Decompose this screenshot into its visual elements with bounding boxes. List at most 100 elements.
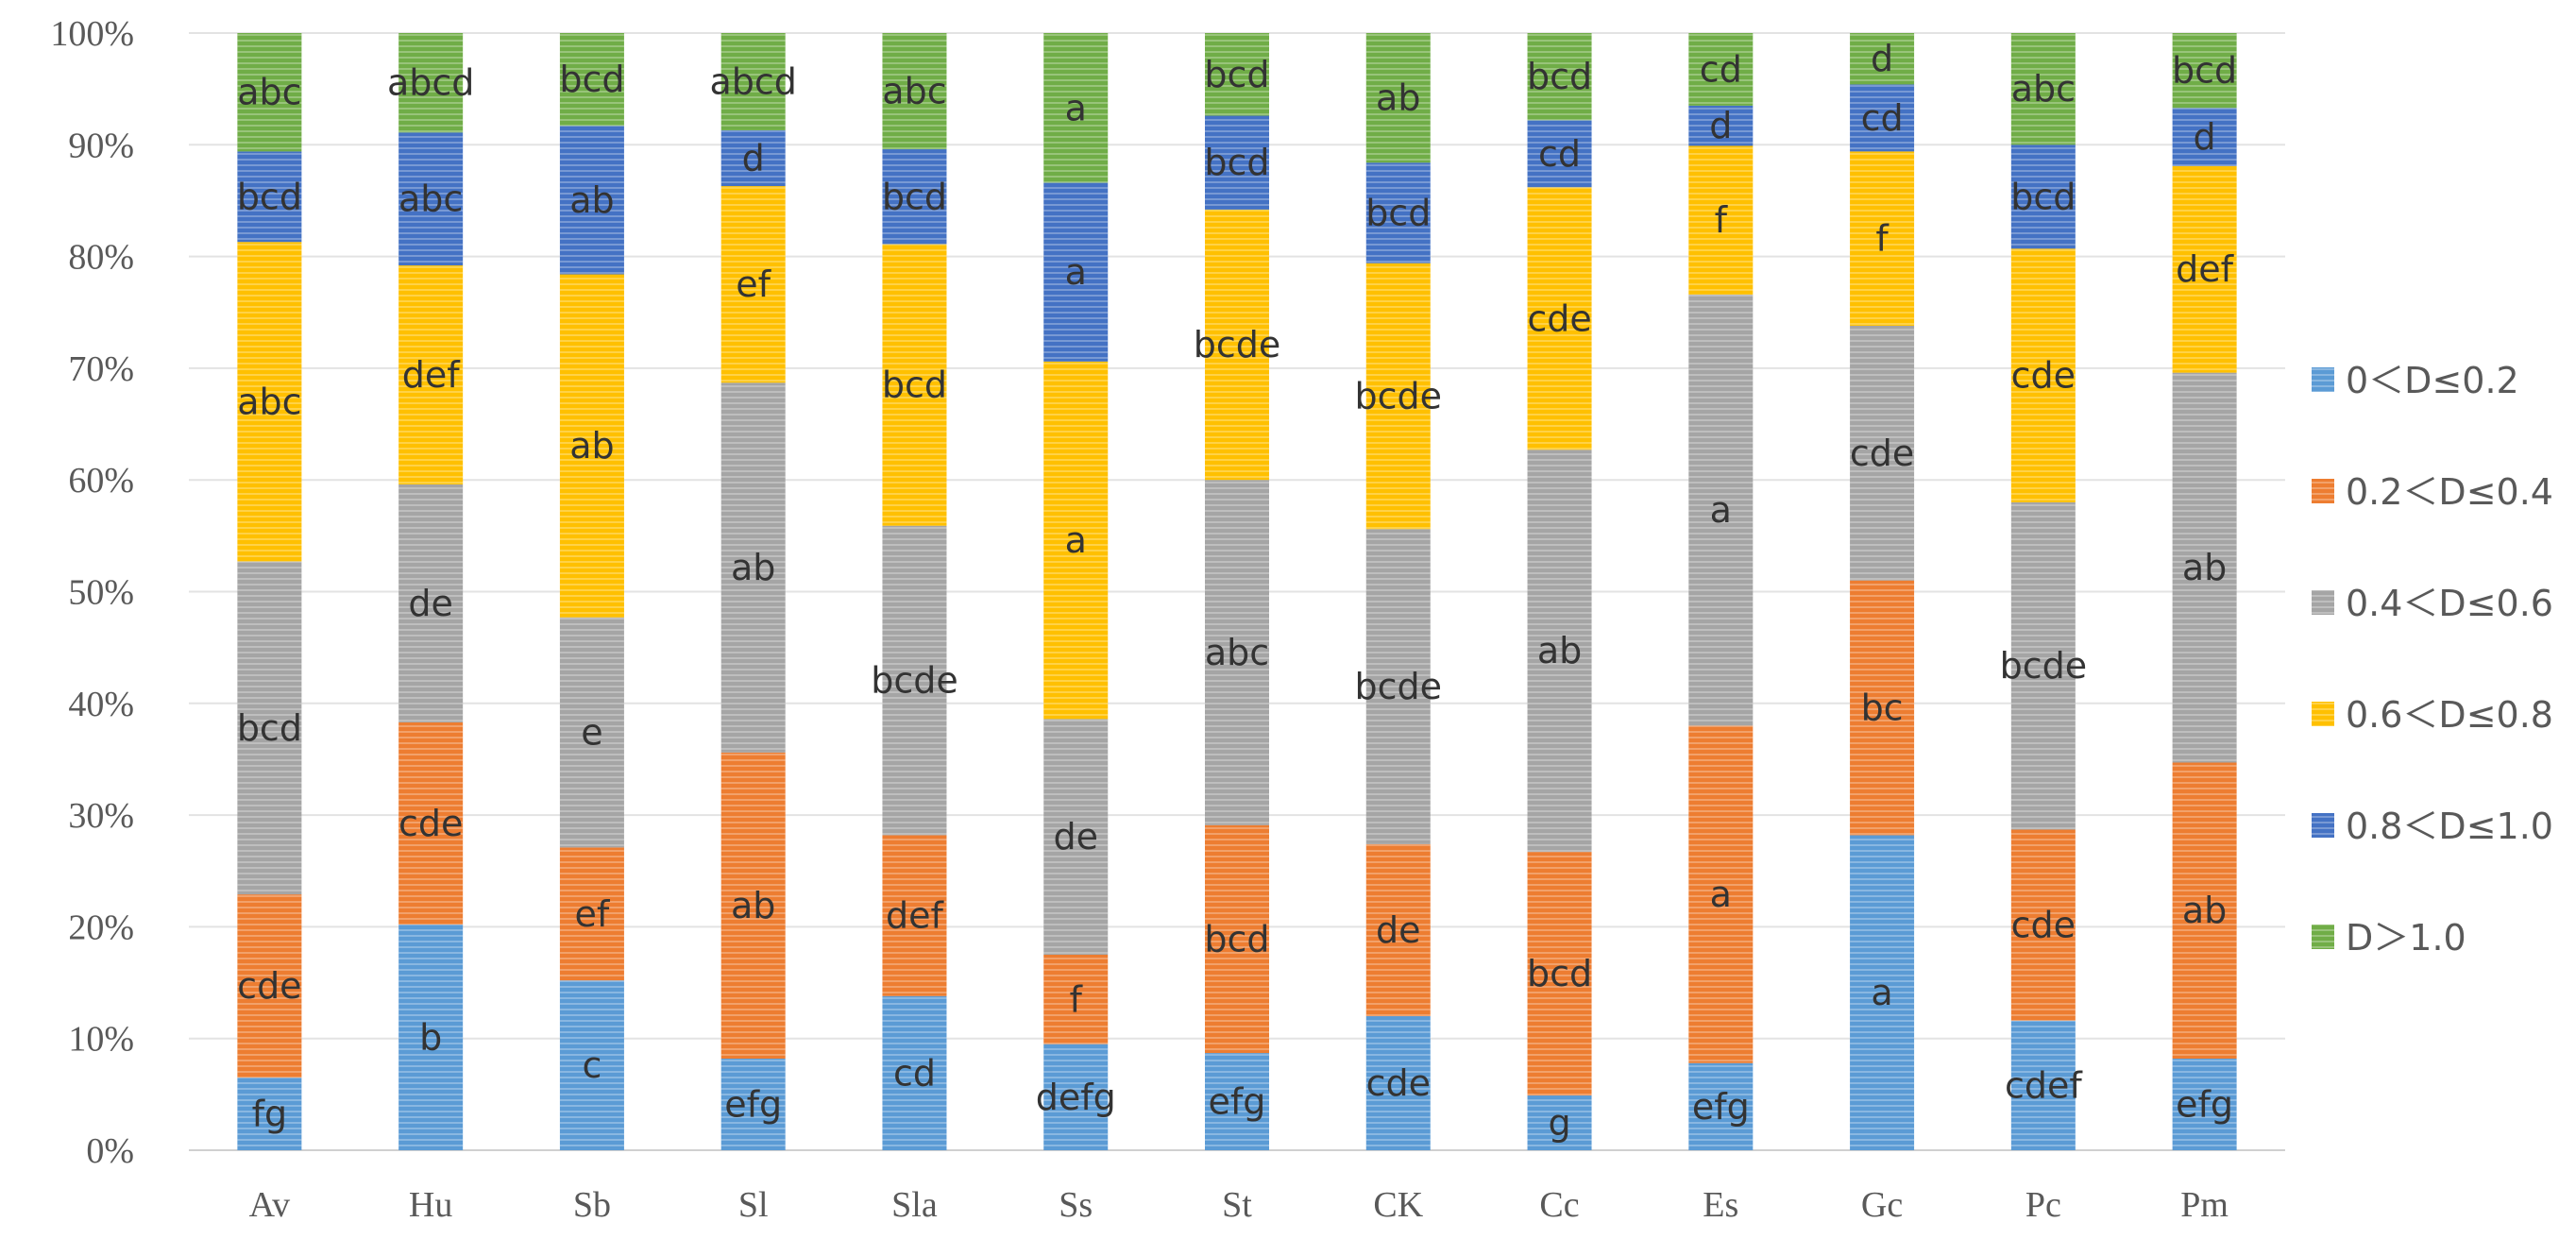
segment-label: bcde bbox=[1194, 324, 1281, 365]
bar-segment: cde bbox=[2011, 248, 2076, 502]
segment-label: abc bbox=[237, 381, 301, 422]
bar-texture bbox=[1527, 1095, 1592, 1150]
bar-segment: bcd bbox=[1204, 115, 1270, 210]
segment-label: abcd bbox=[709, 60, 796, 102]
segment-label: cde bbox=[2011, 905, 2076, 946]
bar-texture bbox=[1688, 33, 1754, 106]
segment-label: efg bbox=[1692, 1086, 1750, 1128]
bar-segment: ab bbox=[559, 126, 624, 275]
y-tick-label: 40% bbox=[68, 685, 134, 724]
bar-texture bbox=[1850, 835, 1915, 1150]
legend-entry: 0.2＜D≤0.4 bbox=[2312, 471, 2553, 513]
segment-label: cde bbox=[1366, 1062, 1431, 1104]
segment-label: ef bbox=[575, 893, 611, 935]
bar-texture bbox=[720, 752, 786, 1059]
x-tick-label: Pm bbox=[2180, 1185, 2229, 1225]
bar-texture bbox=[1527, 120, 1592, 188]
bar-texture bbox=[720, 1058, 786, 1150]
bar-texture bbox=[1688, 1062, 1754, 1150]
segment-label: a bbox=[1710, 489, 1732, 531]
segment-label: bcde bbox=[1355, 666, 1443, 707]
bar-texture bbox=[237, 561, 302, 895]
segment-label: ab bbox=[731, 885, 775, 926]
bar-texture bbox=[1527, 852, 1592, 1096]
segment-label: d bbox=[742, 137, 765, 178]
segment-label: d bbox=[2194, 116, 2216, 158]
bar-segment: bcd bbox=[559, 33, 624, 127]
segment-label: a bbox=[1065, 251, 1087, 293]
bar-segment: b bbox=[398, 925, 464, 1150]
legend-entry: 0.8＜D≤1.0 bbox=[2312, 806, 2553, 847]
segment-label: bcd bbox=[237, 176, 302, 217]
legend-label: D＞1.0 bbox=[2346, 917, 2466, 959]
bar-segment: bcd bbox=[1527, 852, 1592, 1096]
segment-label: cde bbox=[237, 965, 301, 1007]
segment-label: ab bbox=[731, 547, 775, 588]
bar-segment: def bbox=[398, 265, 464, 484]
bar-texture bbox=[882, 835, 947, 996]
bar-texture bbox=[1850, 580, 1915, 836]
legend-entry: 0.4＜D≤0.6 bbox=[2312, 583, 2553, 624]
bar-texture bbox=[1365, 33, 1431, 163]
segment-label: a bbox=[1065, 519, 1087, 561]
segment-label: def bbox=[886, 895, 945, 937]
legend-entry: D＞1.0 bbox=[2312, 917, 2466, 959]
bar-segment: a bbox=[1043, 361, 1109, 720]
y-tick-label: 90% bbox=[68, 126, 134, 165]
bar-segment: abc bbox=[237, 242, 302, 562]
segment-label: defg bbox=[1036, 1077, 1116, 1118]
bar-segment: bcde bbox=[1355, 263, 1442, 530]
x-tick-label: St bbox=[1222, 1185, 1252, 1225]
segment-label: bcd bbox=[2172, 50, 2237, 92]
legend-swatch-texture bbox=[2312, 367, 2334, 392]
legend-label: 0.6＜D≤0.8 bbox=[2346, 694, 2553, 736]
bar-segment: bcde bbox=[1355, 529, 1443, 844]
x-tick-label: Cc bbox=[1539, 1185, 1579, 1225]
segment-label: cd bbox=[893, 1052, 936, 1094]
legend-swatch-texture bbox=[2312, 590, 2334, 615]
x-axis-ticks: Av Hu Sb Sl Sla Ss St CK Cc Es Gc Pc Pm bbox=[249, 1185, 2229, 1225]
segment-label: f bbox=[1875, 218, 1890, 260]
segment-label: bcd bbox=[882, 365, 947, 406]
bar-texture bbox=[2010, 33, 2076, 145]
segment-label: bcd bbox=[559, 59, 624, 100]
bar-texture bbox=[1205, 209, 1269, 481]
segment-label: bcd bbox=[1204, 142, 1269, 183]
bar-segment: ef bbox=[559, 847, 624, 981]
x-tick-label: Ss bbox=[1059, 1185, 1093, 1225]
segment-label: ab bbox=[1537, 630, 1582, 671]
bar-segment: d bbox=[1850, 33, 1915, 85]
x-tick-label: Sl bbox=[738, 1185, 769, 1225]
x-tick-label: Hu bbox=[409, 1185, 452, 1225]
bar-texture bbox=[2172, 1058, 2237, 1150]
bar-segment: de bbox=[398, 484, 464, 722]
bar-segment: cdef bbox=[2005, 1020, 2083, 1150]
bar-segment: e bbox=[559, 617, 624, 848]
bar-segment: d bbox=[1688, 105, 1754, 146]
legend-label: 0.2＜D≤0.4 bbox=[2346, 471, 2553, 513]
segment-label: ab bbox=[2182, 890, 2227, 931]
bar-texture bbox=[720, 382, 786, 753]
x-tick-label: Sla bbox=[891, 1185, 938, 1225]
bar-texture bbox=[882, 244, 947, 526]
bar-segment: bcd bbox=[2010, 144, 2076, 249]
segment-label: cde bbox=[1527, 297, 1591, 339]
bar-segment: cde bbox=[398, 721, 464, 925]
segment-label: bc bbox=[1861, 687, 1904, 729]
bar-segment: ab bbox=[2172, 762, 2237, 1059]
segment-label: bcd bbox=[1204, 918, 1269, 959]
bar-texture bbox=[398, 721, 464, 925]
bar-texture bbox=[237, 1078, 302, 1150]
bar-segment: ab bbox=[1365, 33, 1431, 163]
segment-label: de bbox=[1376, 909, 1421, 951]
segment-label: ab bbox=[2182, 547, 2227, 588]
bar-segment: bcd bbox=[1365, 162, 1431, 263]
bar-segment: g bbox=[1527, 1095, 1592, 1150]
bar-texture bbox=[1043, 954, 1109, 1044]
bar-texture bbox=[2172, 372, 2237, 763]
segment-label: abc bbox=[882, 71, 946, 112]
bar-segment: bcd bbox=[1204, 824, 1270, 1054]
bar-texture bbox=[1688, 145, 1754, 295]
x-tick-label: Pc bbox=[2025, 1185, 2061, 1225]
bar-texture bbox=[237, 242, 302, 562]
